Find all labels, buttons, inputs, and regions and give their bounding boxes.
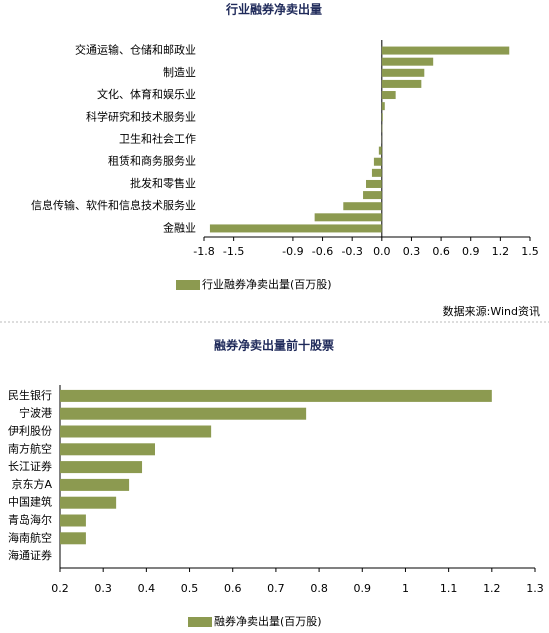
x-tick-label: 0.9: [354, 582, 372, 595]
category-label: 交通运输、仓储和邮政业: [75, 43, 196, 57]
bar: [60, 514, 86, 527]
bar: [60, 389, 492, 402]
category-label: 南方航空: [8, 441, 52, 455]
legend-swatch: [188, 617, 212, 627]
legend-swatch: [176, 280, 200, 290]
bar: [343, 202, 382, 211]
bar: [314, 213, 382, 222]
category-label: 长江证券: [8, 459, 52, 473]
bar: [381, 46, 510, 55]
x-tick-label: 0.5: [181, 582, 199, 595]
x-tick-label: 1.2: [492, 245, 510, 258]
x-tick-label: -0.6: [312, 245, 333, 258]
bar: [381, 102, 385, 111]
bar: [381, 91, 396, 100]
category-label: 宁波港: [19, 406, 52, 420]
bar: [381, 57, 434, 66]
bar: [60, 425, 212, 438]
x-tick-label: -0.9: [282, 245, 303, 258]
bar: [209, 224, 382, 233]
x-tick-label: 0.8: [310, 582, 328, 595]
bar: [381, 79, 422, 88]
x-tick-label: 0.3: [94, 582, 112, 595]
bar: [363, 191, 382, 200]
bar: [366, 179, 382, 188]
legend-label: 融券净卖出量(百万股): [214, 614, 322, 628]
bar: [60, 496, 117, 509]
bar: [60, 443, 155, 456]
chart-title: 行业融券净卖出量: [225, 2, 322, 17]
bar: [371, 168, 382, 177]
category-label: 海通证券: [8, 548, 52, 562]
category-label: 租赁和商务服务业: [108, 154, 196, 168]
x-tick-label: 0.3: [403, 245, 421, 258]
x-tick-label: 0.6: [432, 245, 450, 258]
x-tick-label: 1.3: [526, 582, 544, 595]
category-label: 批发和零售业: [130, 176, 196, 190]
bar: [60, 478, 130, 491]
x-tick-label: 0.2: [51, 582, 69, 595]
x-tick-label: -0.3: [341, 245, 362, 258]
x-tick-label: 0.7: [267, 582, 285, 595]
chart-title: 融券净卖出量前十股票: [214, 338, 334, 353]
category-label: 金融业: [163, 220, 196, 234]
category-label: 伊利股份: [8, 425, 52, 438]
bar: [60, 407, 307, 420]
bar: [381, 68, 425, 77]
category-label: 科学研究和技术服务业: [86, 109, 196, 123]
x-tick-label: 0.4: [138, 582, 156, 595]
x-tick-label: 1.1: [440, 582, 458, 595]
x-tick-label: 0.9: [462, 245, 480, 258]
bar: [381, 113, 383, 122]
x-tick-label: -1.8: [193, 245, 214, 258]
category-label: 民生银行: [8, 388, 52, 402]
x-tick-label: 1.5: [521, 245, 539, 258]
bar: [378, 146, 382, 155]
category-label: 信息传输、软件和信息技术服务业: [31, 198, 196, 212]
x-tick-label: 1.2: [483, 582, 501, 595]
category-label: 卫生和社会工作: [119, 132, 196, 146]
x-tick-label: 1: [402, 582, 409, 595]
x-tick-label: -1.5: [223, 245, 244, 258]
x-tick-label: 0.0: [373, 245, 391, 258]
bar: [60, 532, 86, 545]
category-label: 中国建筑: [8, 495, 52, 509]
bar: [60, 461, 143, 474]
category-label: 文化、体育和娱乐业: [97, 87, 196, 101]
category-label: 制造业: [163, 65, 196, 79]
category-label: 京东方A: [11, 477, 52, 491]
category-label: 海南航空: [8, 530, 52, 544]
source-note: 数据来源:Wind资讯: [443, 304, 540, 318]
bar: [373, 157, 382, 166]
category-label: 青岛海尔: [8, 513, 52, 527]
x-tick-label: 0.6: [224, 582, 242, 595]
legend-label: 行业融券净卖出量(百万股): [202, 277, 332, 291]
